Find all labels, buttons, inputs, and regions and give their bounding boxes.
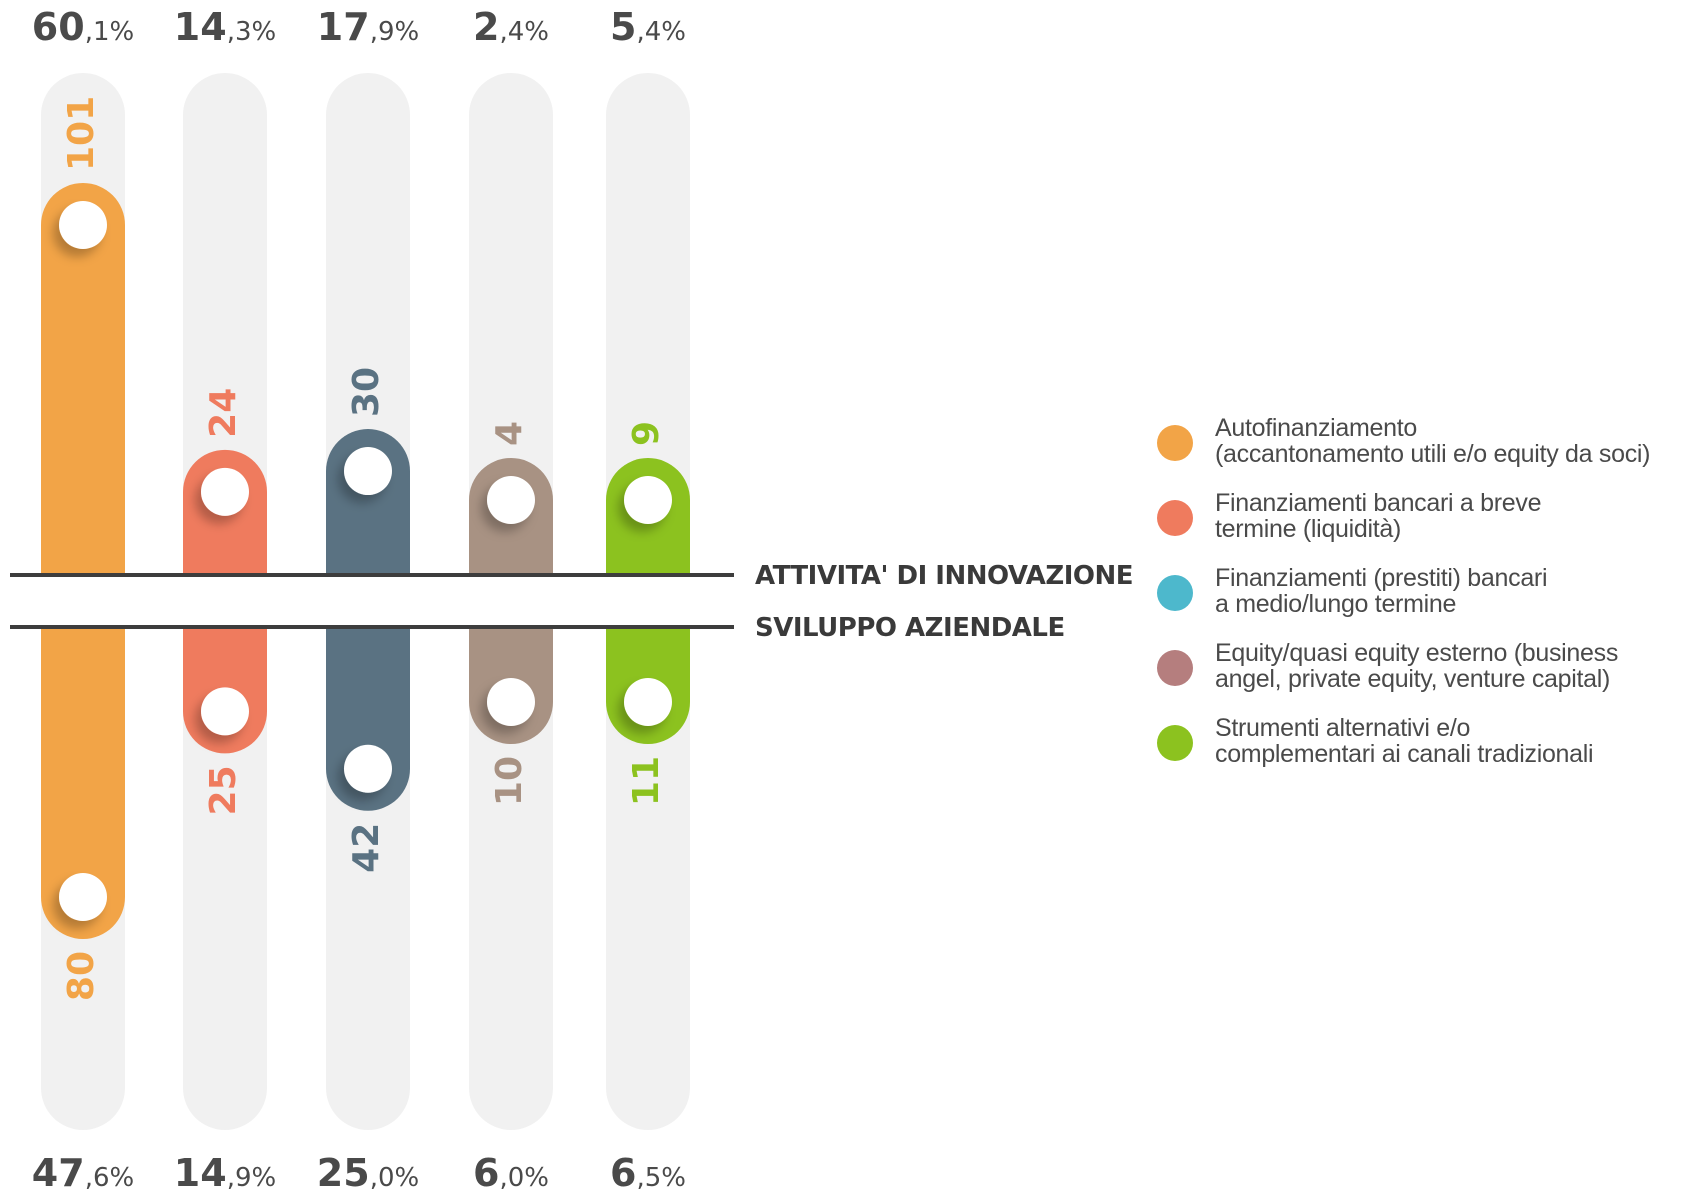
legend-item-autofinanziamento: Autofinanziamento (accantonamento utili … (1155, 415, 1695, 467)
pct-label-sviluppo: 25,0% (317, 1151, 419, 1193)
value-label-innovazione: 24 (203, 388, 244, 438)
section-label-innovazione: ATTIVITA' DI INNOVAZIONE (755, 561, 1133, 591)
legend-swatch (1157, 725, 1193, 761)
legend-label-line2: complementari ai canali tradizionali (1215, 740, 1594, 768)
legend-label-line1: Finanziamenti (prestiti) bancari (1215, 564, 1548, 592)
value-label-sviluppo: 42 (346, 823, 387, 873)
legend-swatch (1157, 500, 1193, 536)
legend-item-finanziamenti-breve: Finanziamenti bancari a breve termine (l… (1155, 490, 1695, 542)
bar-dot-top (201, 467, 249, 516)
legend-label-line1: Strumenti alternativi e/o (1215, 714, 1471, 742)
legend-label-line1: Autofinanziamento (1215, 414, 1417, 442)
pct-label-sviluppo: 14,9% (174, 1151, 276, 1193)
divider-line-sviluppo (10, 625, 734, 629)
pct-label-innovazione: 60,1% (32, 5, 134, 49)
value-label-sviluppo: 25 (203, 765, 244, 815)
legend: Autofinanziamento (accantonamento utili … (1155, 415, 1695, 790)
legend-label-line1: Finanziamenti bancari a breve (1215, 489, 1542, 517)
value-label-innovazione: 101 (61, 96, 102, 171)
bar-dot-bottom (59, 873, 107, 921)
bar-dot-top (344, 447, 392, 496)
pct-label-innovazione: 2,4% (473, 5, 549, 49)
value-label-innovazione: 9 (626, 421, 667, 446)
value-label-sviluppo: 11 (626, 756, 667, 806)
diverging-bar-chart: 101 80 60,1% 47,6% 24 25 14,3% 14,9% 30 42 17,9% 25… (10, 5, 1134, 1193)
legend-label-line2: angel, private equity, venture capital) (1215, 665, 1611, 693)
bar-dot-bottom (624, 678, 672, 726)
bar (41, 183, 125, 939)
value-label-innovazione: 30 (346, 367, 387, 417)
pct-label-innovazione: 14,3% (174, 5, 276, 49)
pct-label-sviluppo: 47,6% (32, 1151, 134, 1193)
pct-label-innovazione: 17,9% (317, 5, 419, 49)
legend-swatch (1157, 650, 1193, 686)
legend-swatch (1157, 425, 1193, 461)
legend-item-strumenti-alternativi: Strumenti alternativi e/o complementari … (1155, 715, 1695, 767)
bar-dot-bottom (201, 687, 249, 736)
value-label-sviluppo: 10 (489, 756, 530, 806)
legend-swatch (1157, 575, 1193, 611)
pct-label-sviluppo: 6,5% (610, 1151, 686, 1193)
bar-dot-bottom (487, 678, 535, 726)
value-label-sviluppo: 80 (61, 951, 102, 1001)
legend-label-line2: a medio/lungo termine (1215, 590, 1457, 618)
value-label-innovazione: 4 (489, 421, 530, 446)
bar-dot-bottom (344, 744, 392, 793)
legend-label-line2: (accantonamento utili e/o equity da soci… (1215, 440, 1651, 468)
divider-gap (10, 577, 734, 625)
section-label-sviluppo: SVILUPPO AZIENDALE (755, 613, 1065, 643)
legend-item-equity-esterno: Equity/quasi equity esterno (business an… (1155, 640, 1695, 692)
divider-line-innovazione (10, 573, 734, 577)
pct-label-innovazione: 5,4% (610, 5, 686, 49)
legend-item-finanziamenti-medio-lungo: Finanziamenti (prestiti) bancari a medio… (1155, 565, 1695, 617)
bar-dot-top (624, 476, 672, 524)
bar-dot-top (487, 476, 535, 524)
pct-label-sviluppo: 6,0% (473, 1151, 549, 1193)
legend-label-line1: Equity/quasi equity esterno (business (1215, 639, 1619, 667)
legend-label-line2: termine (liquidità) (1215, 515, 1402, 543)
bar-dot-top (59, 201, 107, 249)
